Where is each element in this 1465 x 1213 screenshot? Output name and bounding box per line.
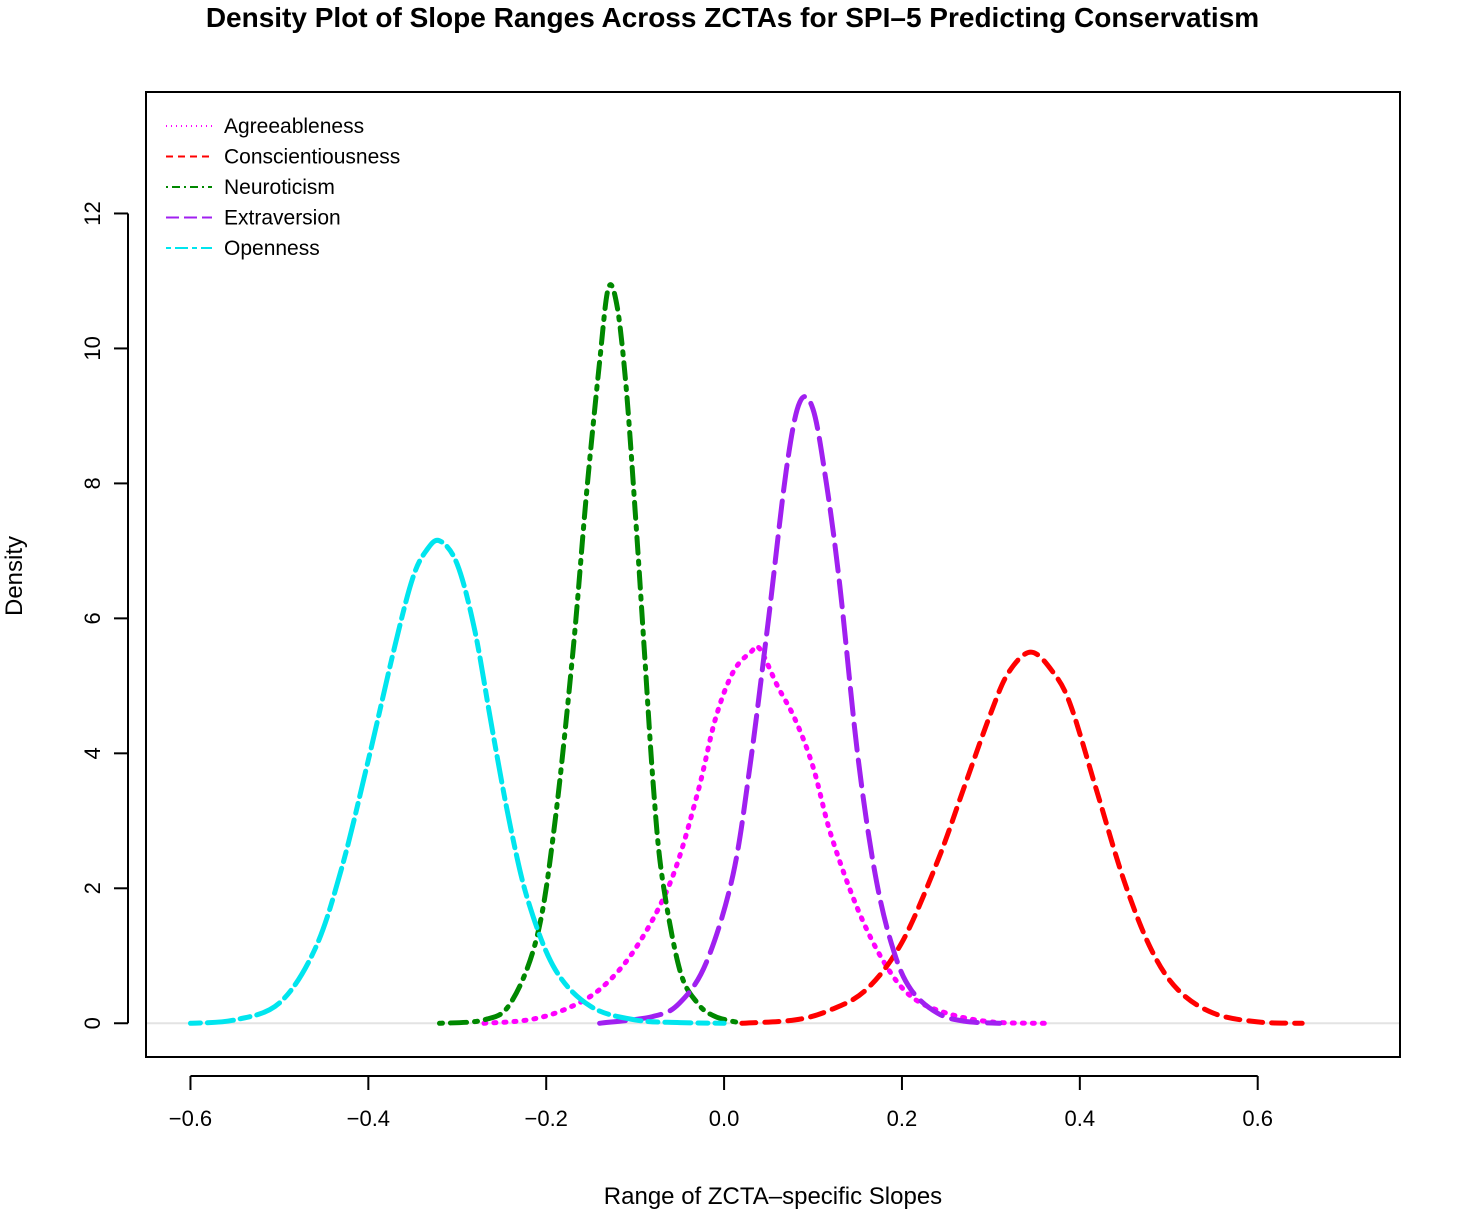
legend-item-neuroticism: Neuroticism [166,176,335,199]
x-axis: −0.6 −0.4 −0.2 0.0 0.2 0.4 0.6 [169,1075,1273,1131]
legend: Agreeableness Conscientiousness Neuroticis… [166,115,400,260]
legend-label: Openness [224,237,320,260]
series-line-conscientiousness [739,649,1305,1026]
x-tick-label: −0.6 [169,1106,212,1131]
legend-label: Neuroticism [224,176,335,199]
legend-item-conscientiousness: Conscientiousness [166,146,400,169]
x-tick-label: 0.2 [887,1106,918,1131]
plot-frame [145,91,1401,1058]
chart-title: Density Plot of Slope Ranges Across ZCTA… [205,2,1260,33]
y-tick-label: 8 [80,477,105,489]
legend-label: Extraversion [224,207,341,230]
y-tick-label: 10 [80,336,105,360]
x-tick-label: 0.4 [1065,1106,1096,1131]
x-tick-label: 0.6 [1242,1106,1273,1131]
y-tick-label: 4 [80,747,105,759]
series-line-extraversion [597,394,1003,1026]
y-axis: 0 2 4 6 8 10 12 [80,201,129,1029]
y-tick-label: 12 [80,201,105,225]
y-tick-label: 2 [80,882,105,894]
series-line-agreeableness [481,643,1047,1026]
series-layer [188,282,1305,1026]
y-tick-label: 6 [80,612,105,624]
x-tick-label: 0.0 [709,1106,740,1131]
legend-label: Conscientiousness [224,146,400,169]
legend-item-extraversion: Extraversion [166,207,341,230]
x-axis-title: Range of ZCTA–specific Slopes [604,1183,942,1210]
y-tick-label: 0 [80,1017,105,1029]
legend-label: Agreeableness [224,115,364,138]
x-tick-label: −0.2 [524,1106,567,1131]
series-line-openness [188,537,727,1026]
series-line-neuroticism [437,282,745,1026]
x-tick-label: −0.4 [347,1106,390,1131]
legend-item-openness: Openness [166,237,320,260]
y-axis-title: Density [1,536,28,616]
legend-item-agreeableness: Agreeableness [166,115,364,138]
